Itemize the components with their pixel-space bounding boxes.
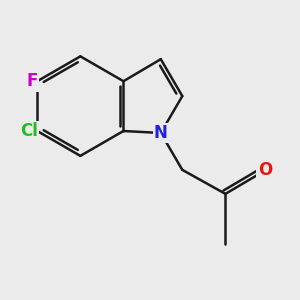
Text: F: F [26, 72, 38, 90]
Text: O: O [258, 161, 272, 179]
Text: N: N [154, 124, 168, 142]
Text: Cl: Cl [20, 122, 38, 140]
